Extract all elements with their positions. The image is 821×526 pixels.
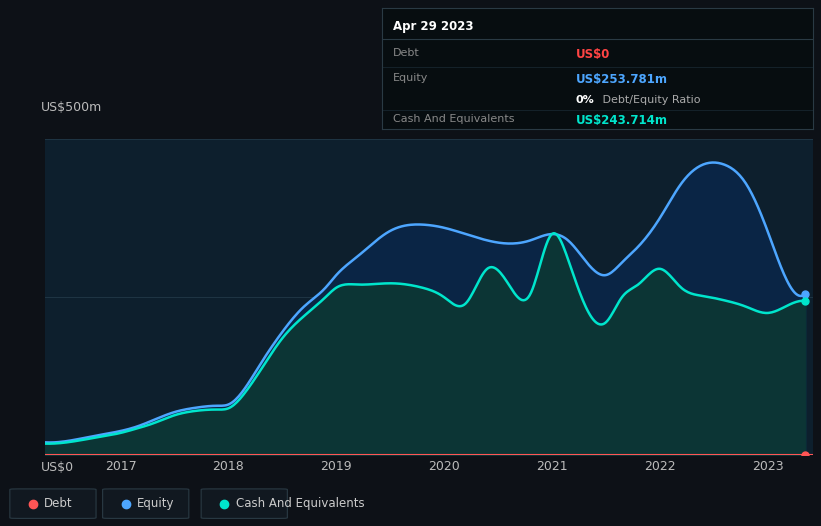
FancyBboxPatch shape: [201, 489, 287, 519]
Text: Cash And Equivalents: Cash And Equivalents: [392, 114, 514, 124]
Text: US$253.781m: US$253.781m: [576, 73, 667, 86]
Text: US$500m: US$500m: [41, 101, 103, 114]
Text: 0%: 0%: [576, 95, 594, 105]
FancyBboxPatch shape: [103, 489, 189, 519]
Text: Debt/Equity Ratio: Debt/Equity Ratio: [599, 95, 701, 105]
Text: Cash And Equivalents: Cash And Equivalents: [236, 497, 365, 510]
Text: US$0: US$0: [576, 48, 610, 61]
Text: Debt: Debt: [44, 497, 73, 510]
Text: Equity: Equity: [137, 497, 175, 510]
Text: Debt: Debt: [392, 48, 420, 58]
Text: US$243.714m: US$243.714m: [576, 114, 667, 127]
Text: Apr 29 2023: Apr 29 2023: [392, 20, 473, 33]
FancyBboxPatch shape: [10, 489, 96, 519]
Text: Equity: Equity: [392, 73, 428, 83]
Text: US$0: US$0: [41, 461, 75, 474]
